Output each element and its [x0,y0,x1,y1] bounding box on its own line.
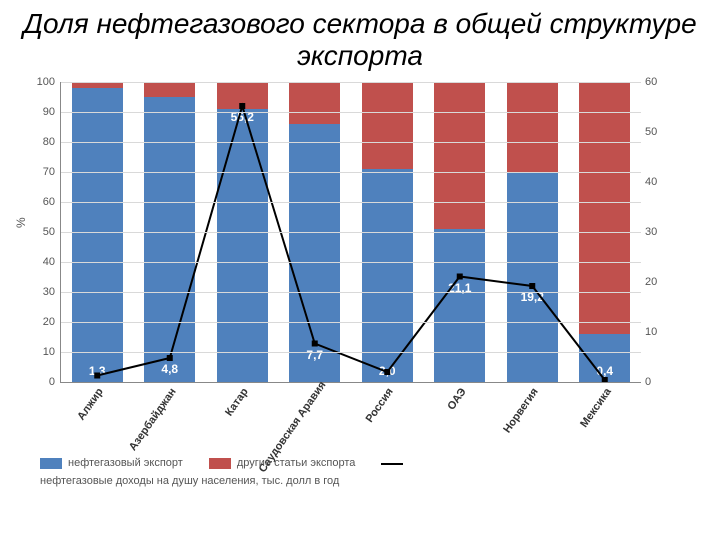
ytick-right: 60 [645,76,669,88]
line-value-label: 2,0 [379,364,396,378]
bar-seg-other [362,82,413,169]
ytick-right: 40 [645,176,669,188]
ytick-left: 0 [31,376,55,388]
page: Доля нефтегазового сектора в общей струк… [0,0,720,540]
ytick-left: 100 [31,76,55,88]
ytick-left: 70 [31,166,55,178]
bar-seg-other [579,82,630,334]
legend-label-line: нефтегазовые доходы на душу населения, т… [40,475,339,487]
legend-swatch-bar2 [209,458,231,469]
plot-area: 1,34,855,27,72,021,119,20,4 010203040506… [60,82,641,383]
ytick-left: 50 [31,226,55,238]
bar-seg-other [507,82,558,172]
y-axis-left-label: % [14,217,28,228]
ytick-left: 20 [31,316,55,328]
bar-seg-oil [434,229,485,382]
bar-seg-other [217,82,268,109]
ytick-left: 30 [31,286,55,298]
legend-label-bar2: другие статьи экспорта [237,457,356,469]
bar-seg-oil [289,124,340,382]
ytick-left: 80 [31,136,55,148]
line-value-label: 1,3 [89,364,106,378]
y-axis-right-label: тыс. долл. [716,278,720,336]
bar-seg-other [144,82,195,97]
ytick-left: 10 [31,346,55,358]
chart-title: Доля нефтегазового сектора в общей струк… [0,0,720,72]
chart: % тыс. долл. 1,34,855,27,72,021,119,20,4… [0,78,720,493]
bar-seg-oil [362,169,413,382]
line-value-label: 0,4 [596,364,613,378]
ytick-left: 40 [31,256,55,268]
line-value-label: 4,8 [161,362,178,376]
line-value-label: 7,7 [306,348,323,362]
bar-seg-oil [217,109,268,382]
ytick-right: 50 [645,126,669,138]
bar-seg-oil [144,97,195,382]
bar-seg-other [289,82,340,124]
ytick-left: 90 [31,106,55,118]
legend-label-bar1: нефтегазовый экспорт [68,457,183,469]
ytick-right: 20 [645,276,669,288]
legend-swatch-bar1 [40,458,62,469]
ytick-left: 60 [31,196,55,208]
ytick-right: 30 [645,226,669,238]
legend: нефтегазовый экспорт другие статьи экспо… [40,457,680,487]
bar-seg-other [434,82,485,229]
bar-seg-oil [72,88,123,382]
ytick-right: 0 [645,376,669,388]
legend-swatch-line [381,458,403,469]
ytick-right: 10 [645,326,669,338]
bar-seg-oil [507,172,558,382]
